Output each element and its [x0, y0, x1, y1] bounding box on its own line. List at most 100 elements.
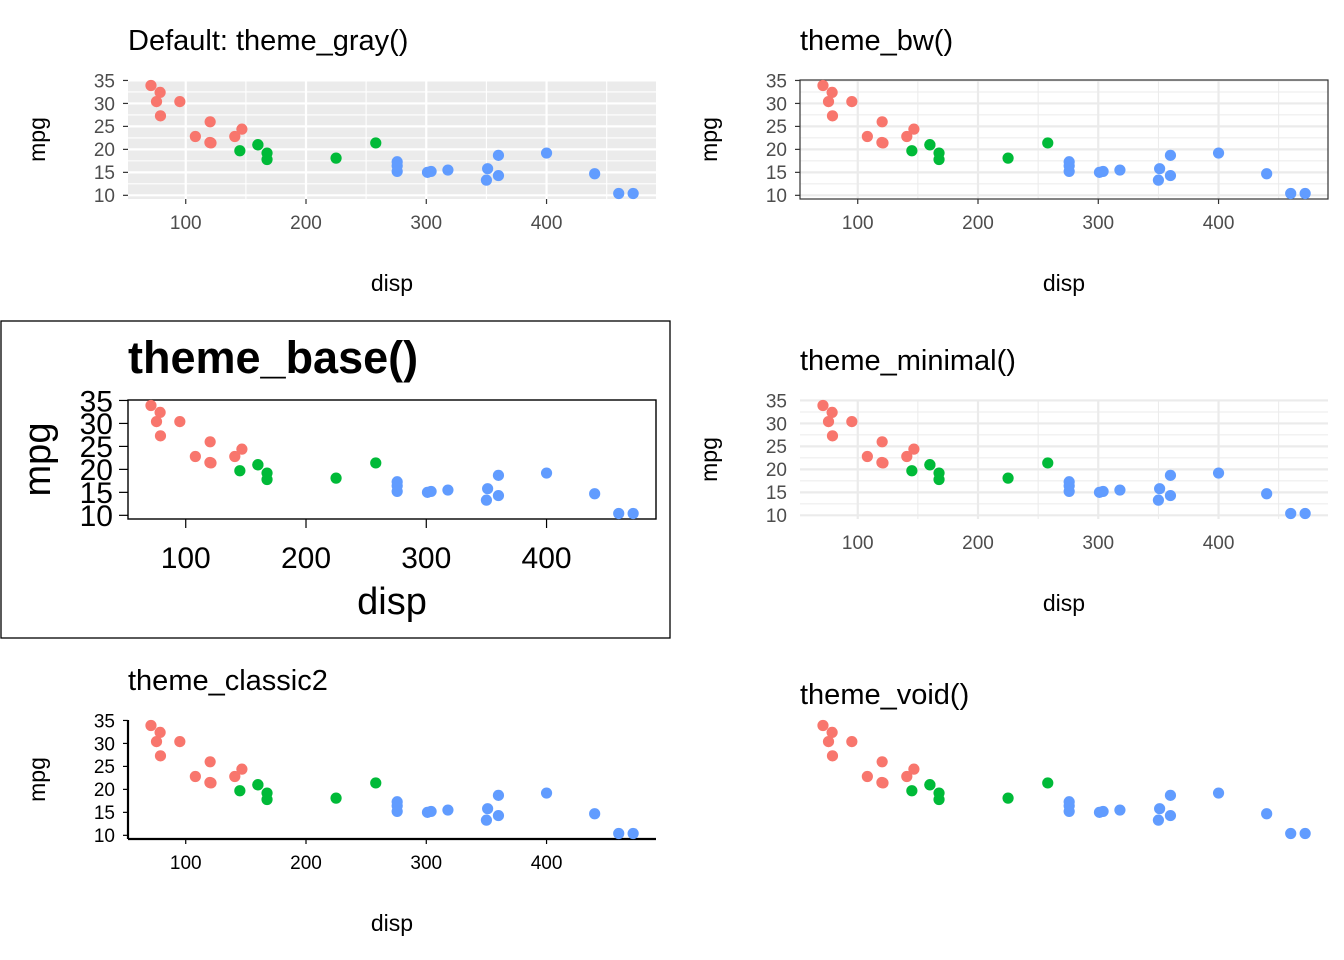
data-point	[1261, 808, 1273, 820]
y-tick-label: 35	[94, 711, 115, 732]
data-point	[330, 152, 342, 164]
data-point	[1164, 469, 1177, 481]
data-point	[826, 750, 839, 762]
data-point	[330, 472, 342, 484]
x-tick-label: 300	[410, 853, 442, 874]
data-point	[1261, 168, 1273, 180]
data-point	[236, 123, 248, 135]
y-axis-label: mpg	[696, 117, 722, 162]
data-point	[425, 165, 437, 178]
panel-void: theme_void()	[800, 679, 1311, 840]
data-point	[189, 450, 201, 463]
y-tick-label: 30	[766, 414, 787, 435]
x-tick-label: 200	[290, 853, 322, 874]
x-tick-label: 200	[281, 542, 331, 575]
data-point	[482, 483, 494, 495]
data-point	[933, 793, 945, 806]
data-point	[442, 804, 454, 816]
data-point	[1285, 187, 1297, 200]
data-point	[189, 130, 201, 143]
data-point	[877, 457, 889, 469]
data-point	[906, 465, 918, 477]
data-point	[1152, 174, 1165, 186]
data-point	[1114, 484, 1126, 496]
x-tick-label: 100	[842, 533, 874, 554]
x-tick-label: 400	[531, 853, 563, 874]
data-point	[1063, 476, 1075, 488]
y-tick-label: 15	[94, 803, 115, 824]
panel-border	[127, 399, 657, 520]
data-point	[861, 130, 873, 143]
y-tick-label: 35	[80, 385, 113, 418]
x-tick-label: 300	[1082, 533, 1114, 554]
data-point	[1114, 164, 1126, 176]
y-tick-label: 20	[94, 140, 115, 161]
y-tick-label: 10	[94, 826, 115, 847]
x-tick-label: 400	[1203, 213, 1235, 234]
y-tick-label: 10	[766, 506, 787, 527]
y-axis-label: mpg	[24, 117, 50, 162]
x-tick-label: 400	[522, 542, 572, 575]
data-point	[370, 457, 382, 469]
data-point	[822, 415, 835, 428]
y-tick-label: 15	[766, 483, 787, 504]
x-tick-label: 300	[1082, 213, 1114, 234]
data-point	[480, 494, 493, 506]
x-tick-label: 400	[1203, 533, 1235, 554]
data-point	[391, 165, 403, 178]
plot-border	[0, 320, 671, 639]
data-point	[492, 149, 505, 161]
data-point	[826, 726, 838, 739]
data-point	[492, 469, 505, 481]
data-point	[901, 130, 913, 143]
data-point	[908, 763, 920, 775]
data-point	[145, 79, 157, 92]
data-point	[1299, 827, 1311, 840]
x-axis-label: disp	[357, 581, 427, 623]
data-point	[174, 735, 186, 748]
data-point	[1097, 805, 1109, 818]
data-point	[442, 484, 454, 496]
x-axis-label: disp	[1043, 270, 1085, 296]
panel-border	[799, 79, 1329, 200]
data-point	[154, 430, 167, 442]
y-tick-label: 10	[766, 186, 787, 207]
data-point	[826, 86, 838, 99]
data-point	[154, 726, 166, 739]
data-point	[846, 95, 858, 108]
chart-title: theme_base()	[128, 332, 418, 383]
data-point	[613, 827, 625, 840]
x-axis-label: disp	[371, 270, 413, 296]
data-point	[924, 779, 936, 791]
data-point	[826, 430, 839, 442]
data-point	[876, 116, 888, 128]
data-point	[908, 123, 920, 135]
y-tick-label: 35	[766, 391, 787, 412]
y-axis-label: mpg	[24, 757, 50, 802]
data-point	[204, 116, 216, 128]
data-point	[1261, 488, 1273, 500]
data-point	[480, 174, 493, 186]
data-point	[627, 187, 639, 200]
data-point	[204, 436, 216, 448]
data-point	[906, 145, 918, 157]
data-point	[1063, 156, 1075, 168]
y-tick-label: 30	[766, 94, 787, 115]
panel-background	[128, 80, 656, 199]
data-point	[482, 803, 494, 815]
data-point	[540, 787, 553, 799]
data-point	[817, 79, 829, 92]
data-point	[846, 415, 858, 428]
data-point	[1212, 147, 1225, 159]
data-point	[613, 187, 625, 200]
data-point	[442, 164, 454, 176]
data-point	[1164, 789, 1177, 801]
data-point	[236, 443, 248, 455]
data-point	[425, 805, 437, 818]
data-point	[1164, 809, 1177, 822]
y-tick-label: 15	[766, 163, 787, 184]
